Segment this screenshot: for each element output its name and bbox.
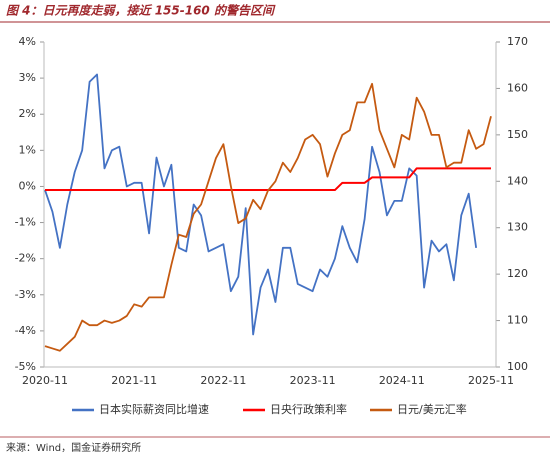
- y-tick-label: -4%: [15, 324, 36, 337]
- y-tick-label: 4%: [19, 35, 36, 48]
- series-line: [44, 73, 478, 336]
- x-tick-label: 2020-11: [22, 374, 68, 387]
- y2-tick-label: 150: [507, 128, 528, 141]
- y-tick-label: -1%: [15, 216, 36, 229]
- y-tick-label: -2%: [15, 252, 36, 265]
- series-line: [44, 82, 492, 352]
- y-tick-label: -3%: [15, 288, 36, 301]
- x-tick-label: 2021-11: [111, 374, 157, 387]
- x-tick-label: 2025-11: [468, 374, 514, 387]
- legend-label: 日央行政策利率: [270, 402, 347, 416]
- y2-tick-label: 100: [507, 360, 528, 373]
- legend-label: 日本实际薪资同比增速: [99, 402, 209, 416]
- y-tick-label: 0%: [19, 179, 36, 192]
- legend-label: 日元/美元汇率: [397, 402, 467, 416]
- chart-title: 图 4：日元再度走弱，接近 155-160 的警告区间: [6, 4, 276, 18]
- y2-tick-label: 120: [507, 267, 528, 280]
- source: 来源：Wind，国金证券研究所: [6, 441, 141, 454]
- series-line: [45, 167, 491, 192]
- y2-tick-label: 160: [507, 81, 528, 94]
- y2-tick-label: 170: [507, 35, 528, 48]
- x-tick-label: 2024-11: [379, 374, 425, 387]
- y-tick-label: 3%: [19, 71, 36, 84]
- y-tick-label: 2%: [19, 107, 36, 120]
- y-tick-label: -5%: [15, 360, 36, 373]
- x-tick-label: 2023-11: [290, 374, 336, 387]
- y-tick-label: 1%: [19, 143, 36, 156]
- y2-tick-label: 130: [507, 221, 528, 234]
- x-tick-label: 2022-11: [200, 374, 246, 387]
- y2-tick-label: 110: [507, 314, 528, 327]
- y2-tick-label: 140: [507, 174, 528, 187]
